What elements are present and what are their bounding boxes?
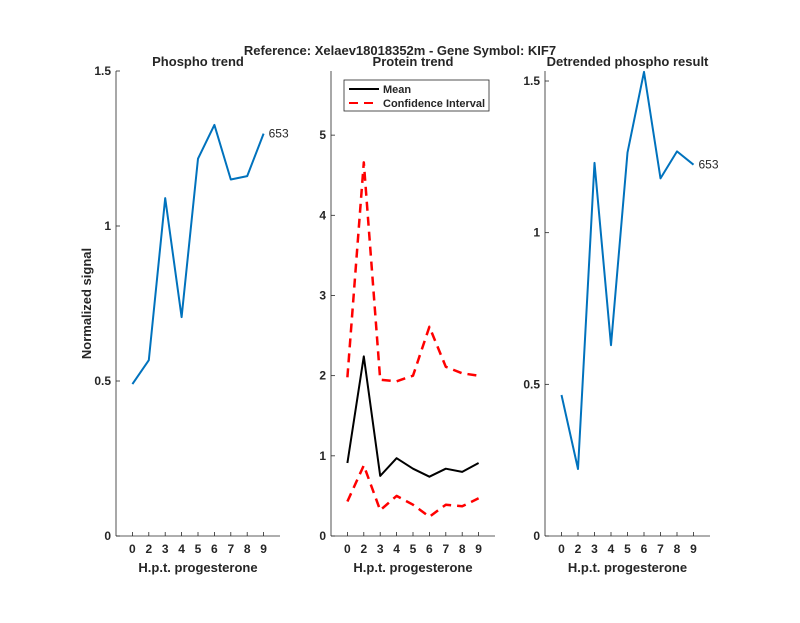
y-axis-label: Normalized signal bbox=[79, 248, 94, 359]
x-tick-label: 5 bbox=[410, 542, 417, 556]
y-tick-label: 0.5 bbox=[94, 374, 111, 388]
x-tick-label: 7 bbox=[227, 542, 234, 556]
x-tick-label: 9 bbox=[475, 542, 482, 556]
y-tick-label: 0 bbox=[104, 529, 111, 543]
series-line-confidence-interval bbox=[347, 162, 478, 381]
x-tick-label: 3 bbox=[591, 542, 598, 556]
x-tick-label: 7 bbox=[657, 542, 664, 556]
x-tick-label: 9 bbox=[690, 542, 697, 556]
x-tick-label: 4 bbox=[608, 542, 615, 556]
x-tick-label: 5 bbox=[624, 542, 631, 556]
x-tick-label: 9 bbox=[260, 542, 267, 556]
legend: Mean Confidence Interval bbox=[344, 80, 489, 111]
y-tick-label: 1.5 bbox=[94, 64, 111, 78]
y-tick-label: 4 bbox=[319, 208, 326, 222]
x-tick-label: 7 bbox=[442, 542, 449, 556]
x-tick-label: 0 bbox=[558, 542, 565, 556]
y-tick-label: 0.5 bbox=[523, 377, 540, 391]
x-tick-label: 8 bbox=[459, 542, 466, 556]
legend-label: Mean bbox=[383, 84, 411, 96]
x-tick-label: 3 bbox=[162, 542, 169, 556]
x-tick-label: 2 bbox=[360, 542, 367, 556]
x-tick-label: 4 bbox=[393, 542, 400, 556]
y-tick-label: 5 bbox=[319, 128, 326, 142]
end-label: 653 bbox=[269, 127, 289, 141]
subplot-title: Detrended phospho result bbox=[547, 54, 709, 69]
y-tick-label: 3 bbox=[319, 288, 326, 302]
x-tick-label: 0 bbox=[129, 542, 136, 556]
x-axis-label: H.p.t. progesterone bbox=[138, 560, 257, 575]
subplot-title: Protein trend bbox=[373, 54, 454, 69]
x-tick-label: 6 bbox=[211, 542, 218, 556]
legend-label: Confidence Interval bbox=[383, 98, 485, 110]
x-axis-label: H.p.t. progesterone bbox=[568, 560, 687, 575]
x-tick-label: 2 bbox=[145, 542, 152, 556]
series-line-653 bbox=[562, 72, 694, 469]
y-tick-label: 1.5 bbox=[523, 74, 540, 88]
y-tick-label: 1 bbox=[533, 226, 540, 240]
y-tick-label: 1 bbox=[319, 449, 326, 463]
x-tick-label: 3 bbox=[377, 542, 384, 556]
y-tick-label: 1 bbox=[104, 219, 111, 233]
x-tick-label: 2 bbox=[575, 542, 582, 556]
end-label: 653 bbox=[699, 158, 719, 172]
y-tick-label: 0 bbox=[533, 529, 540, 543]
x-tick-label: 6 bbox=[641, 542, 648, 556]
series-line-confidence-interval-lower- bbox=[347, 465, 478, 516]
x-tick-label: 4 bbox=[178, 542, 185, 556]
y-tick-label: 2 bbox=[319, 369, 326, 383]
series-line-653 bbox=[132, 125, 263, 384]
subplot-title: Phospho trend bbox=[152, 54, 244, 69]
x-tick-label: 8 bbox=[674, 542, 681, 556]
x-tick-label: 6 bbox=[426, 542, 433, 556]
x-tick-label: 0 bbox=[344, 542, 351, 556]
x-tick-label: 5 bbox=[195, 542, 202, 556]
x-tick-label: 8 bbox=[244, 542, 251, 556]
x-axis-label: H.p.t. progesterone bbox=[353, 560, 472, 575]
y-tick-label: 0 bbox=[319, 529, 326, 543]
